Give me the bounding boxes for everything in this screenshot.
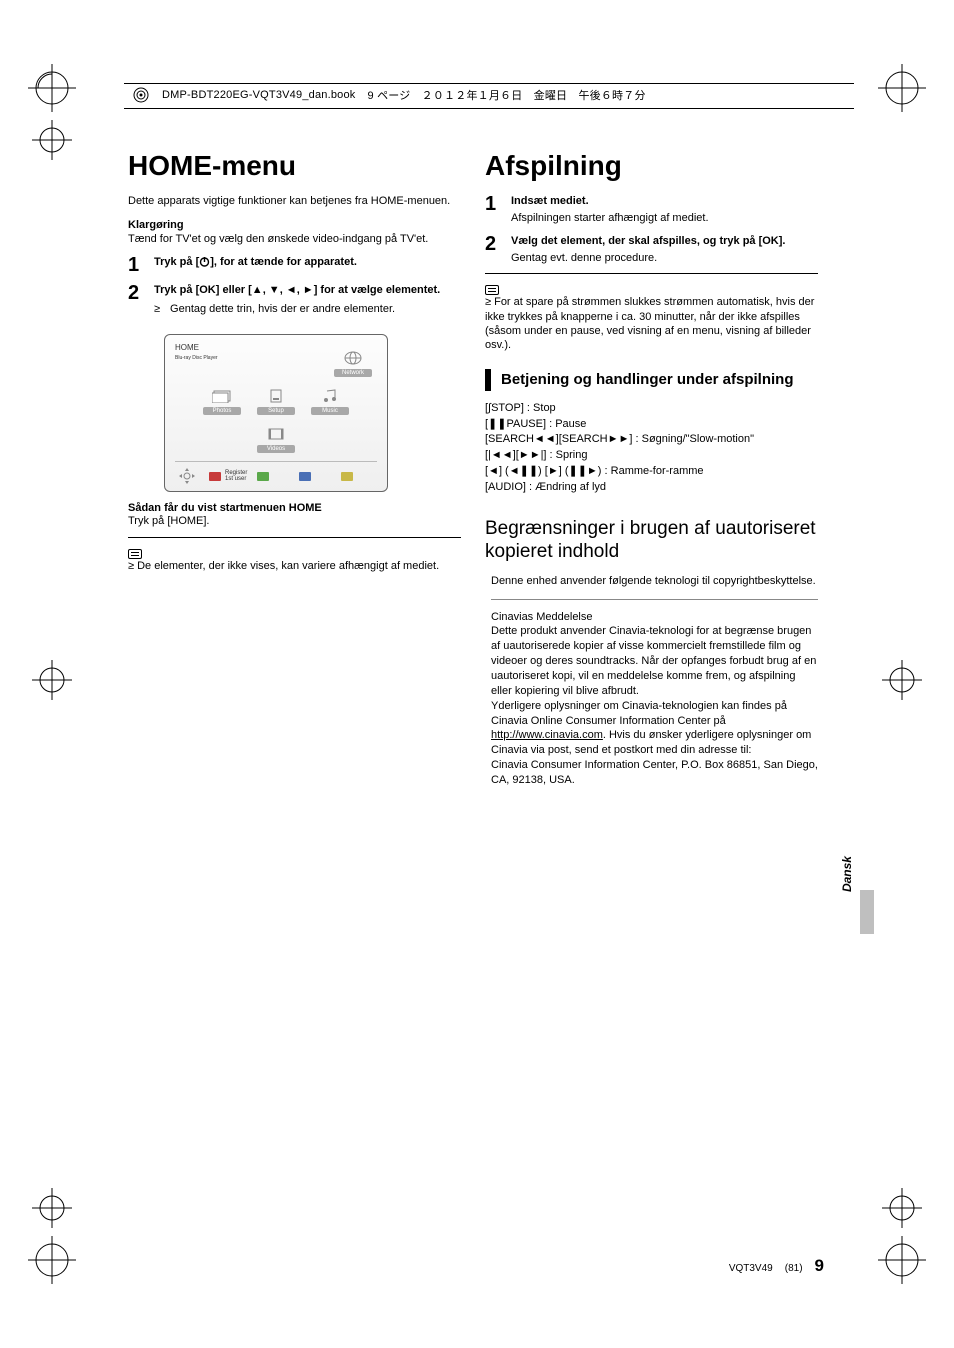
green-button-icon	[257, 472, 269, 481]
document-header: DMP-BDT220EG-VQT3V49_dan.book 9 ページ ２０１２…	[124, 83, 854, 109]
register-label: Register 1st user	[225, 470, 247, 483]
home-menu-illustration: HOME Blu-ray Disc Player Network Photos …	[164, 334, 388, 492]
op-skip: [|◄◄][►►|] : Spring	[485, 448, 818, 464]
yellow-button-icon	[341, 472, 353, 481]
right-column: Afspilning 1 Indsæt mediet. Afspilningen…	[485, 150, 818, 788]
cinavia-url: http://www.cinavia.com	[491, 729, 603, 741]
restrictions-heading: Begrænsninger i brugen af uautoriseret k…	[485, 518, 818, 564]
step-2: 2 Tryk på [OK] eller [▲, ▼, ◄, ►] for at…	[128, 283, 461, 325]
setup-icon	[265, 387, 287, 405]
step-number: 1	[128, 255, 144, 275]
op-pause: [❚❚PAUSE] : Pause	[485, 417, 818, 433]
menu-music-label: Music	[311, 407, 349, 415]
blue-button-icon	[299, 472, 311, 481]
operations-heading: Betjening og handlinger under afspilning	[501, 371, 818, 389]
nav-cross-icon	[175, 467, 199, 485]
home-intro: Dette apparats vigtige funktioner kan be…	[128, 194, 461, 209]
menu-home-label: HOME	[175, 343, 218, 352]
prep-label: Klargøring	[128, 219, 461, 231]
photos-icon	[211, 387, 233, 405]
page-content: HOME-menu Dette apparats vigtige funktio…	[128, 150, 818, 788]
show-home-text: Tryk på [HOME].	[128, 514, 461, 529]
prep-text: Tænd for TV'et og vælg den ønskede video…	[128, 232, 461, 247]
note-icon	[485, 285, 499, 295]
step-number: 2	[128, 283, 144, 325]
menu-music-tile: Music	[306, 381, 354, 415]
music-icon	[319, 387, 341, 405]
crop-mark-rm	[882, 660, 922, 700]
header-page-jp: 9 ページ ２０１２年１月６日 金曜日 午後６時７分	[368, 87, 646, 103]
play-step-2-title: Vælg det element, der skal afspilles, og…	[511, 234, 818, 249]
step-2-text: Tryk på [OK] eller [▲, ▼, ◄, ►] for at v…	[154, 283, 461, 298]
menu-setup-tile: Setup	[252, 381, 300, 415]
cinavia-label: Cinavias Meddelelse	[491, 610, 818, 625]
footer-page-number: 9	[815, 1256, 824, 1276]
menu-photos-tile: Photos	[198, 381, 246, 415]
menu-photos-label: Photos	[203, 407, 241, 415]
crop-mark-tr	[878, 64, 926, 112]
operations-heading-bar: Betjening og handlinger under afspilning	[485, 369, 818, 391]
step-1: 1 Tryk på [], for at tænde for apparatet…	[128, 255, 461, 275]
operations-list: [∫STOP] : Stop [❚❚PAUSE] : Pause [SEARCH…	[485, 401, 818, 497]
crop-mark-bl2	[32, 1188, 72, 1228]
spiral-icon	[132, 86, 150, 104]
footer-code: VQT3V49	[729, 1263, 773, 1274]
cinavia-address: Cinavia Consumer Information Center, P.O…	[491, 758, 818, 788]
header-filename: DMP-BDT220EG-VQT3V49_dan.book	[162, 89, 356, 101]
menu-videos-tile: Videos	[252, 419, 300, 453]
cinavia-p1: Dette produkt anvender Cinavia-teknologi…	[491, 624, 818, 698]
language-tab: Dansk	[840, 856, 854, 892]
menu-player-label: Blu-ray Disc Player	[175, 355, 218, 361]
crop-mark-l2	[32, 120, 72, 160]
red-button-icon	[209, 472, 221, 481]
home-steps: 1 Tryk på [], for at tænde for apparatet…	[128, 255, 461, 325]
playback-heading: Afspilning	[485, 150, 818, 182]
op-search: [SEARCH◄◄][SEARCH►►] : Søgning/"Slow-mot…	[485, 432, 818, 448]
crop-mark-br	[878, 1236, 926, 1284]
play-step-1: 1 Indsæt mediet. Afspilningen starter af…	[485, 194, 818, 226]
op-audio: [AUDIO] : Ændring af lyd	[485, 480, 818, 496]
show-home-label: Sådan får du vist startmenuen HOME	[128, 502, 461, 514]
playback-steps: 1 Indsæt mediet. Afspilningen starter af…	[485, 194, 818, 265]
cinavia-p2: Yderligere oplysninger om Cinavia-teknol…	[491, 699, 818, 758]
home-note: De elementer, der ikke vises, kan varier…	[128, 559, 461, 573]
restrictions-intro: Denne enhed anvender følgende teknologi …	[491, 574, 818, 589]
power-icon	[199, 256, 210, 272]
playback-note: For at spare på strømmen slukkes strømme…	[485, 295, 818, 352]
menu-network-tile: Network	[329, 343, 377, 377]
play-step-1-text: Afspilningen starter afhængigt af mediet…	[511, 212, 709, 224]
crop-mark-lm	[32, 660, 72, 700]
play-step-2-text: Gentag evt. denne procedure.	[511, 252, 657, 264]
step-1-text: Tryk på [], for at tænde for apparatet.	[154, 255, 461, 272]
step-2-sub: Gentag dette trin, hvis der er andre ele…	[154, 302, 461, 317]
menu-network-label: Network	[334, 369, 372, 377]
left-column: HOME-menu Dette apparats vigtige funktio…	[128, 150, 461, 788]
language-tab-bar	[860, 890, 874, 934]
crop-mark-bl	[28, 1236, 76, 1284]
play-step-2: 2 Vælg det element, der skal afspilles, …	[485, 234, 818, 266]
step-number: 2	[485, 234, 501, 266]
step-number: 1	[485, 194, 501, 226]
crop-mark-br2	[882, 1188, 922, 1228]
menu-setup-label: Setup	[257, 407, 295, 415]
globe-icon	[342, 349, 364, 367]
footer-seq: (81)	[785, 1263, 803, 1274]
note-icon	[128, 549, 142, 559]
play-step-1-title: Indsæt mediet.	[511, 194, 818, 209]
page-footer: VQT3V49 (81) 9	[729, 1256, 824, 1276]
crop-mark-tl	[28, 64, 76, 112]
menu-videos-label: Videos	[257, 445, 295, 453]
videos-icon	[265, 425, 287, 443]
op-stop: [∫STOP] : Stop	[485, 401, 818, 417]
home-menu-heading: HOME-menu	[128, 150, 461, 182]
op-frame: [◄] (◄❚❚) [►] (❚❚►) : Ramme-for-ramme	[485, 464, 818, 480]
